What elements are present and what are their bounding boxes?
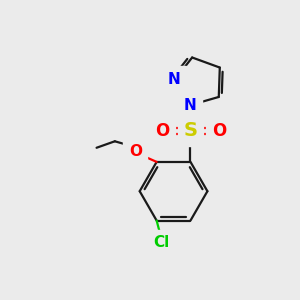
Text: O: O xyxy=(129,143,142,158)
Text: O: O xyxy=(212,122,226,140)
Text: N: N xyxy=(168,72,180,87)
Text: O: O xyxy=(155,122,169,140)
Text: S: S xyxy=(184,122,197,140)
Text: Cl: Cl xyxy=(153,235,169,250)
Text: N: N xyxy=(184,98,197,112)
